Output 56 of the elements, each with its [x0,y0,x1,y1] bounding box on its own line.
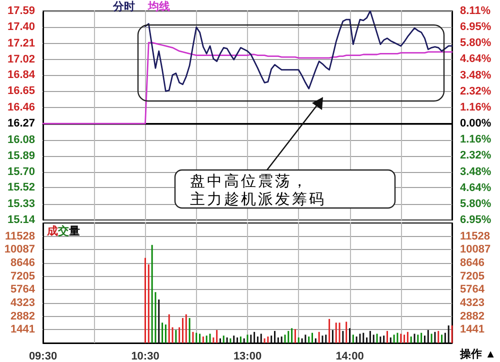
y2-tick-label: 5764 [460,284,486,296]
y2-tick-label: 0.00% [460,118,492,130]
x-tick-label: 09:30 [28,350,58,362]
y-tick-label: 15.70 [7,166,35,178]
y2-tick-label: 4323 [460,297,484,309]
y-tick-label: 1441 [10,324,35,336]
y2-tick-label: 8646 [460,257,484,269]
y-tick-label: 15.14 [7,214,36,226]
annotation: 盘中高位震荡， [190,172,309,190]
y2-tick-label: 11528 [460,230,490,242]
y2-tick-label: 5.80% [460,198,492,210]
y-tick-label: 5764 [10,284,36,296]
y2-tick-label: 2.32% [460,85,492,98]
x-tick-label: 13:00 [233,350,262,362]
y2-tick-label: 10087 [460,244,491,256]
y2-tick-label: 7205 [460,270,484,282]
y2-tick-label: 1441 [460,324,484,336]
y2-tick-label: 1.16% [460,101,492,114]
y2-tick-label: 6.95% [460,214,492,226]
y-tick-label: 7205 [10,270,35,282]
y-tick-label: 16.08 [7,134,35,146]
y-tick-label: 15.52 [7,182,35,194]
y2-tick-label: 4.64% [460,53,492,66]
y2-tick-label: 5.80% [460,37,492,50]
series-label: 分时 [112,0,135,13]
y-tick-label: 16.46 [7,101,35,114]
y2-tick-label: 8.11% [460,5,491,17]
annotation: 主力趁机派发筹码 [190,190,326,208]
y-tick-label: 16.84 [7,68,36,81]
y2-tick-label: 1.16% [460,134,492,146]
y-tick-label: 16.27 [7,118,35,130]
y-tick-label: 2882 [10,310,35,322]
y2-tick-label: 2882 [460,310,484,322]
y2-tick-label: 3.48% [460,166,492,178]
y2-tick-label: 2.32% [460,150,492,162]
line-series [144,10,453,92]
y-tick-label: 16.65 [7,85,35,98]
text: 均线 [147,0,170,13]
y2-tick-label: 6.95% [460,21,492,34]
x-tick-label: 10:30 [131,350,160,362]
y-tick-label: 11528 [5,230,35,242]
y-tick-label: 15.89 [7,150,35,162]
y-tick-label: 10087 [4,244,35,256]
y2-tick-label: 3.48% [460,69,492,82]
line-series [42,42,453,124]
y-tick-label: 4323 [10,297,35,309]
text: 操作 ▲ [459,348,496,360]
y2-tick-label: 4.64% [460,182,492,194]
y-tick-label: 8646 [10,257,35,269]
y-tick-label: 17.02 [7,54,35,66]
y-tick-label: 17.59 [7,5,35,17]
x-tick-label: 14:00 [336,350,364,362]
y-tick-label: 17.40 [7,21,35,34]
y-tick-label: 15.33 [7,198,35,210]
y-tick-label: 17.21 [7,37,35,50]
chart-title: 成交量 [46,224,80,238]
